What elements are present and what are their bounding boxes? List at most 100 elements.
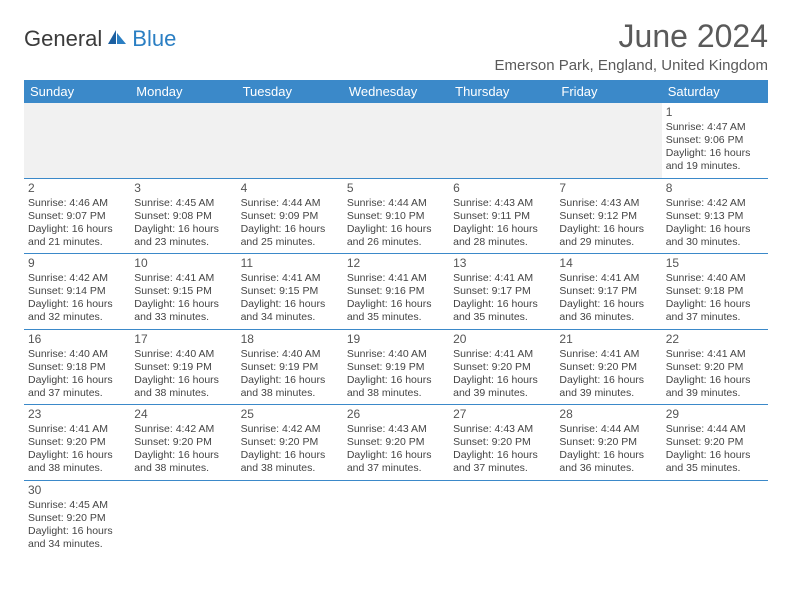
daylight-text: Daylight: 16 hours — [453, 298, 551, 311]
day-number: 12 — [347, 256, 445, 271]
sunrise-text: Sunrise: 4:41 AM — [347, 272, 445, 285]
day-header: Friday — [555, 80, 661, 103]
sunset-text: Sunset: 9:17 PM — [453, 285, 551, 298]
day-number: 21 — [559, 332, 657, 347]
daylight-text: and 37 minutes. — [28, 387, 126, 400]
sunrise-text: Sunrise: 4:47 AM — [666, 121, 764, 134]
sunset-text: Sunset: 9:14 PM — [28, 285, 126, 298]
calendar-day-cell — [343, 103, 449, 178]
calendar-day-cell: 20Sunrise: 4:41 AMSunset: 9:20 PMDayligh… — [449, 329, 555, 405]
calendar-day-cell — [237, 103, 343, 178]
daylight-text: and 38 minutes. — [347, 387, 445, 400]
daylight-text: and 39 minutes. — [559, 387, 657, 400]
sunset-text: Sunset: 9:20 PM — [666, 436, 764, 449]
day-number: 3 — [134, 181, 232, 196]
sunrise-text: Sunrise: 4:41 AM — [453, 272, 551, 285]
sunset-text: Sunset: 9:17 PM — [559, 285, 657, 298]
day-header: Monday — [130, 80, 236, 103]
day-number: 27 — [453, 407, 551, 422]
daylight-text: and 38 minutes. — [241, 387, 339, 400]
day-header: Tuesday — [237, 80, 343, 103]
sunrise-text: Sunrise: 4:44 AM — [666, 423, 764, 436]
daylight-text: Daylight: 16 hours — [134, 223, 232, 236]
day-number: 2 — [28, 181, 126, 196]
sunset-text: Sunset: 9:11 PM — [453, 210, 551, 223]
calendar-week-row: 1Sunrise: 4:47 AMSunset: 9:06 PMDaylight… — [24, 103, 768, 178]
day-number: 13 — [453, 256, 551, 271]
sunrise-text: Sunrise: 4:41 AM — [559, 348, 657, 361]
daylight-text: Daylight: 16 hours — [241, 449, 339, 462]
calendar-week-row: 2Sunrise: 4:46 AMSunset: 9:07 PMDaylight… — [24, 178, 768, 254]
sunrise-text: Sunrise: 4:40 AM — [28, 348, 126, 361]
daylight-text: and 35 minutes. — [347, 311, 445, 324]
calendar-day-cell: 30Sunrise: 4:45 AMSunset: 9:20 PMDayligh… — [24, 480, 130, 555]
sunrise-text: Sunrise: 4:42 AM — [241, 423, 339, 436]
calendar-day-cell — [555, 480, 661, 555]
day-header: Saturday — [662, 80, 768, 103]
sunset-text: Sunset: 9:20 PM — [666, 361, 764, 374]
sunrise-text: Sunrise: 4:43 AM — [453, 197, 551, 210]
day-header: Thursday — [449, 80, 555, 103]
daylight-text: and 32 minutes. — [28, 311, 126, 324]
logo-text-general: General — [24, 26, 102, 52]
sunrise-text: Sunrise: 4:45 AM — [134, 197, 232, 210]
calendar-day-cell — [237, 480, 343, 555]
sunset-text: Sunset: 9:20 PM — [559, 436, 657, 449]
title-block: June 2024 Emerson Park, England, United … — [495, 18, 768, 74]
day-number: 16 — [28, 332, 126, 347]
sunrise-text: Sunrise: 4:45 AM — [28, 499, 126, 512]
calendar-week-row: 30Sunrise: 4:45 AMSunset: 9:20 PMDayligh… — [24, 480, 768, 555]
day-number: 30 — [28, 483, 126, 498]
daylight-text: and 28 minutes. — [453, 236, 551, 249]
day-number: 6 — [453, 181, 551, 196]
calendar-day-cell: 6Sunrise: 4:43 AMSunset: 9:11 PMDaylight… — [449, 178, 555, 254]
calendar-day-cell — [130, 103, 236, 178]
daylight-text: Daylight: 16 hours — [134, 449, 232, 462]
day-number: 23 — [28, 407, 126, 422]
calendar-day-cell: 24Sunrise: 4:42 AMSunset: 9:20 PMDayligh… — [130, 405, 236, 481]
calendar-day-cell: 10Sunrise: 4:41 AMSunset: 9:15 PMDayligh… — [130, 254, 236, 330]
daylight-text: Daylight: 16 hours — [666, 223, 764, 236]
sunset-text: Sunset: 9:13 PM — [666, 210, 764, 223]
calendar-day-cell: 28Sunrise: 4:44 AMSunset: 9:20 PMDayligh… — [555, 405, 661, 481]
calendar-day-cell — [130, 480, 236, 555]
daylight-text: and 25 minutes. — [241, 236, 339, 249]
sunrise-text: Sunrise: 4:43 AM — [453, 423, 551, 436]
daylight-text: Daylight: 16 hours — [347, 298, 445, 311]
daylight-text: and 38 minutes. — [134, 387, 232, 400]
sunset-text: Sunset: 9:10 PM — [347, 210, 445, 223]
calendar-day-cell: 11Sunrise: 4:41 AMSunset: 9:15 PMDayligh… — [237, 254, 343, 330]
daylight-text: and 33 minutes. — [134, 311, 232, 324]
sunset-text: Sunset: 9:18 PM — [28, 361, 126, 374]
daylight-text: Daylight: 16 hours — [28, 298, 126, 311]
daylight-text: and 38 minutes. — [241, 462, 339, 475]
daylight-text: Daylight: 16 hours — [28, 223, 126, 236]
daylight-text: Daylight: 16 hours — [453, 374, 551, 387]
day-number: 15 — [666, 256, 764, 271]
calendar-day-cell: 29Sunrise: 4:44 AMSunset: 9:20 PMDayligh… — [662, 405, 768, 481]
daylight-text: and 37 minutes. — [666, 311, 764, 324]
header: General Blue June 2024 Emerson Park, Eng… — [24, 18, 768, 74]
daylight-text: and 34 minutes. — [241, 311, 339, 324]
daylight-text: and 35 minutes. — [453, 311, 551, 324]
daylight-text: Daylight: 16 hours — [453, 449, 551, 462]
calendar-day-cell — [555, 103, 661, 178]
daylight-text: Daylight: 16 hours — [134, 374, 232, 387]
sunrise-text: Sunrise: 4:40 AM — [666, 272, 764, 285]
calendar-day-cell: 25Sunrise: 4:42 AMSunset: 9:20 PMDayligh… — [237, 405, 343, 481]
calendar-day-cell: 5Sunrise: 4:44 AMSunset: 9:10 PMDaylight… — [343, 178, 449, 254]
daylight-text: and 23 minutes. — [134, 236, 232, 249]
day-number: 9 — [28, 256, 126, 271]
sunset-text: Sunset: 9:15 PM — [134, 285, 232, 298]
sunset-text: Sunset: 9:20 PM — [134, 436, 232, 449]
calendar-day-cell: 16Sunrise: 4:40 AMSunset: 9:18 PMDayligh… — [24, 329, 130, 405]
sunrise-text: Sunrise: 4:44 AM — [347, 197, 445, 210]
calendar-day-cell: 26Sunrise: 4:43 AMSunset: 9:20 PMDayligh… — [343, 405, 449, 481]
daylight-text: and 36 minutes. — [559, 311, 657, 324]
logo-text-blue: Blue — [132, 26, 176, 52]
day-number: 1 — [666, 105, 764, 120]
daylight-text: and 35 minutes. — [666, 462, 764, 475]
day-header: Wednesday — [343, 80, 449, 103]
location-subtitle: Emerson Park, England, United Kingdom — [495, 57, 768, 74]
calendar-day-cell: 1Sunrise: 4:47 AMSunset: 9:06 PMDaylight… — [662, 103, 768, 178]
